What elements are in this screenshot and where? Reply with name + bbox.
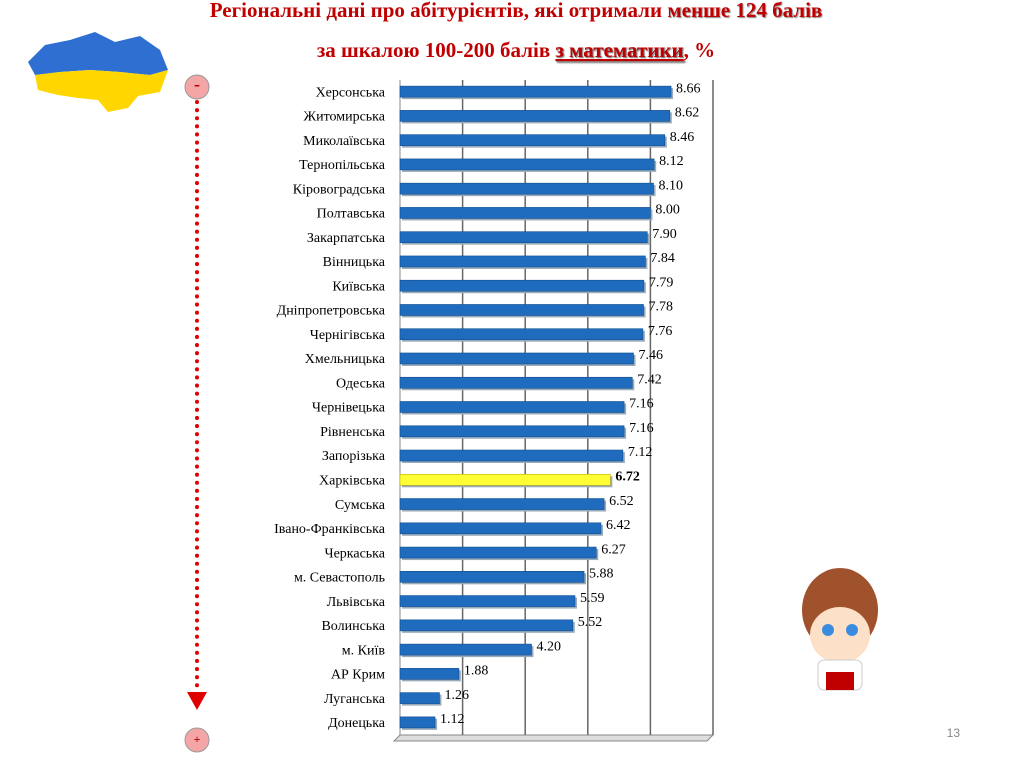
- bar: [399, 522, 602, 535]
- chart-subtitle: за шкалою 100-200 балів з математики, %: [317, 38, 715, 62]
- value-label: 8.66: [676, 81, 701, 96]
- value-label: 7.42: [637, 372, 662, 387]
- y-tick-label: Одеська: [336, 376, 386, 391]
- y-tick-label: Сумська: [335, 498, 386, 513]
- chart-title: Регіональні дані про абітурієнтів, які о…: [210, 0, 823, 22]
- bar: [399, 498, 605, 510]
- top-marker: [184, 74, 210, 100]
- title-part: Регіональні дані про абітурієнтів, які о…: [210, 0, 668, 22]
- value-label: 6.52: [609, 494, 634, 509]
- bar: [399, 619, 574, 632]
- value-label: 7.16: [629, 397, 654, 412]
- bar: [399, 207, 651, 219]
- value-label: 1.88: [464, 664, 489, 679]
- bar: [399, 158, 655, 171]
- y-tick-label: Луганська: [324, 692, 386, 707]
- bar: [399, 352, 634, 365]
- y-tick-label: Хмельницька: [305, 352, 386, 367]
- value-label: 1.12: [440, 712, 465, 727]
- page-number: 13: [947, 726, 961, 740]
- value-label: 7.76: [648, 324, 673, 339]
- value-label: 1.26: [444, 688, 469, 703]
- y-tick-label: Херсонська: [316, 85, 386, 100]
- child-illustration: [802, 568, 878, 691]
- y-tick-label: Чернівецька: [312, 401, 386, 416]
- value-label: 7.12: [628, 445, 653, 460]
- bar: [399, 473, 611, 486]
- value-label: 8.46: [670, 130, 695, 145]
- bar: [399, 231, 648, 243]
- y-tick-label: Запорізька: [322, 449, 386, 464]
- bar: [399, 255, 646, 268]
- value-label: 5.59: [580, 591, 605, 606]
- value-label: 8.12: [659, 154, 684, 169]
- bar: [399, 304, 644, 316]
- title-part: за шкалою 100-200 балів: [317, 38, 556, 62]
- bar: [399, 182, 654, 195]
- value-label: 6.72: [615, 469, 640, 484]
- bar: [399, 692, 440, 704]
- value-label: 7.16: [629, 421, 654, 436]
- title-emphasis: менше 124 балів: [667, 0, 822, 22]
- bar: [399, 449, 624, 462]
- title-emphasis: з математики: [555, 38, 683, 62]
- bar: [399, 643, 532, 656]
- y-tick-label: Полтавська: [317, 207, 386, 222]
- bar: [399, 571, 585, 583]
- y-tick-label: Харківська: [319, 473, 386, 488]
- y-tick-label: Миколаївська: [303, 134, 386, 149]
- map-icon: [28, 32, 168, 112]
- y-tick-label: м. Київ: [342, 643, 386, 658]
- y-tick-label: м. Севастополь: [294, 571, 385, 586]
- bar: [399, 401, 625, 413]
- y-tick-label: Дніпропетровська: [277, 304, 386, 319]
- bar: [399, 546, 597, 559]
- title-part: , %: [684, 38, 716, 62]
- value-label: 8.10: [659, 178, 684, 193]
- y-tick-label: Чернігівська: [310, 328, 386, 343]
- bottom-marker-label: +: [194, 732, 201, 746]
- y-tick-label: Івано-Франківська: [274, 522, 386, 537]
- value-label: 6.42: [606, 518, 631, 533]
- value-label: 8.62: [675, 106, 700, 121]
- y-tick-label: Житомирська: [304, 110, 386, 125]
- y-tick-label: Рівненська: [320, 425, 386, 440]
- bar: [399, 595, 576, 607]
- bar: [399, 110, 671, 122]
- floor: [392, 734, 715, 742]
- y-tick-label: Київська: [332, 279, 385, 294]
- value-label: 8.00: [655, 203, 680, 218]
- value-label: 7.78: [649, 300, 674, 315]
- value-label: 7.90: [652, 227, 677, 242]
- y-tick-label: АР Крим: [331, 668, 385, 683]
- y-tick-label: Донецька: [328, 716, 386, 731]
- value-label: 7.79: [649, 275, 674, 290]
- y-tick-label: Тернопільська: [299, 158, 386, 173]
- y-tick-label: Закарпатська: [307, 231, 386, 246]
- value-label: 4.20: [536, 639, 561, 654]
- value-label: 7.84: [650, 251, 675, 266]
- top-marker-label: -: [194, 74, 200, 94]
- bottom-marker: [184, 727, 210, 753]
- value-label: 5.88: [589, 567, 614, 582]
- y-tick-label: Вінницька: [323, 255, 386, 270]
- y-tick-label: Львівська: [327, 595, 386, 610]
- bar: [399, 279, 645, 292]
- bar: [399, 328, 644, 341]
- bar: [399, 376, 633, 389]
- bar: [399, 85, 672, 98]
- value-label: 7.46: [638, 348, 663, 363]
- bar: [399, 134, 666, 146]
- y-tick-label: Кіровоградська: [293, 182, 386, 197]
- value-label: 6.27: [601, 542, 626, 557]
- bar: [399, 425, 625, 438]
- y-tick-label: Черкаська: [324, 546, 385, 561]
- bar: [399, 668, 460, 680]
- y-tick-label: Волинська: [321, 619, 385, 634]
- arrow-head: [187, 692, 207, 710]
- bar: [399, 716, 436, 729]
- value-label: 5.52: [578, 615, 603, 630]
